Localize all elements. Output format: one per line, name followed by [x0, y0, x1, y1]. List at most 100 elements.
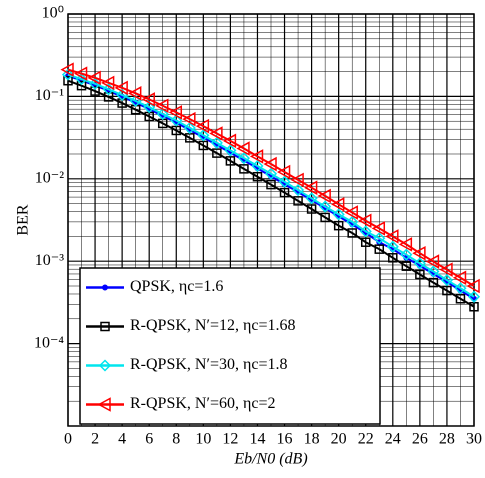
y-tick-label: 10⁻³: [35, 252, 64, 269]
marker: [332, 208, 345, 221]
legend-label: R-QPSK, N′=60, ηc=2: [130, 395, 275, 412]
marker: [182, 111, 196, 127]
marker: [400, 248, 413, 261]
marker: [371, 221, 386, 236]
marker: [452, 270, 467, 285]
marker: [290, 172, 304, 188]
marker: [198, 140, 209, 151]
marker: [320, 212, 330, 223]
marker: [155, 98, 169, 114]
marker: [333, 220, 344, 231]
marker: [439, 262, 453, 277]
marker: [87, 70, 101, 86]
marker: [427, 265, 440, 278]
marker: [455, 294, 466, 304]
marker: [304, 180, 318, 195]
x-tick-label: 2: [91, 431, 99, 448]
marker: [398, 237, 413, 252]
marker: [237, 152, 250, 165]
marker: [374, 244, 385, 254]
marker: [63, 75, 73, 86]
legend-label: QPSK, ηc=1.6: [130, 278, 223, 295]
marker: [425, 254, 440, 269]
marker: [373, 232, 386, 245]
marker: [60, 62, 74, 77]
marker: [359, 225, 372, 238]
y-tick-label: 10⁻⁴: [34, 334, 64, 351]
marker: [129, 94, 142, 108]
y-tick-label: 10⁻¹: [35, 87, 64, 104]
marker: [195, 118, 210, 134]
marker: [90, 86, 100, 96]
marker: [128, 86, 142, 101]
x-tick-label: 16: [277, 431, 293, 448]
marker: [401, 261, 412, 271]
marker: [197, 129, 210, 142]
marker: [293, 196, 303, 206]
x-tick-label: 12: [222, 431, 238, 448]
marker: [413, 257, 426, 270]
marker: [209, 126, 223, 141]
legend-box: [79, 267, 381, 425]
marker: [222, 133, 237, 149]
marker: [170, 114, 183, 127]
marker: [467, 290, 481, 303]
marker: [388, 253, 398, 263]
x-tick-label: 0: [64, 431, 72, 448]
marker: [143, 101, 156, 114]
series-line: [67, 68, 475, 287]
marker: [386, 240, 399, 253]
marker: [98, 359, 112, 372]
marker: [212, 148, 222, 158]
plot-frame: [67, 13, 475, 427]
marker: [73, 66, 88, 81]
legend-label: R-QPSK, N′=12, ηc=1.68: [130, 317, 295, 334]
marker: [385, 229, 399, 244]
marker: [415, 269, 425, 280]
marker: [76, 80, 87, 91]
marker: [306, 204, 317, 214]
marker: [61, 68, 75, 81]
marker: [102, 284, 108, 291]
marker: [278, 175, 291, 188]
marker: [225, 156, 236, 166]
y-axis-label: BER: [15, 204, 32, 235]
marker: [252, 171, 263, 182]
marker: [292, 184, 305, 197]
series-line: [67, 73, 475, 298]
marker: [264, 167, 278, 180]
marker: [210, 136, 223, 149]
legend-label: R-QPSK, N′=30, ηc=1.8: [130, 356, 287, 373]
marker: [442, 285, 452, 296]
marker: [168, 105, 183, 120]
marker: [263, 156, 277, 172]
marker: [156, 108, 169, 121]
marker: [344, 205, 358, 220]
y-tick-label: 10⁰: [42, 5, 64, 22]
marker: [279, 187, 290, 198]
x-tick-label: 28: [439, 431, 455, 448]
marker: [428, 277, 439, 288]
x-tick-label: 6: [145, 431, 153, 448]
marker: [183, 121, 196, 135]
marker: [358, 213, 372, 228]
x-tick-label: 22: [358, 431, 374, 448]
series-line: [67, 79, 475, 308]
marker: [224, 144, 237, 157]
marker: [347, 228, 357, 238]
x-tick-label: 20: [331, 431, 347, 448]
x-tick-label: 10: [195, 431, 211, 448]
x-axis-label: Eb/N0 (dB): [233, 451, 307, 468]
x-tick-label: 26: [412, 431, 428, 448]
marker: [319, 200, 332, 213]
marker: [466, 278, 480, 294]
marker: [236, 141, 250, 156]
marker: [266, 179, 276, 190]
marker: [249, 149, 264, 164]
marker: [454, 282, 467, 295]
marker: [100, 321, 110, 332]
marker: [114, 80, 128, 96]
marker: [103, 92, 114, 102]
